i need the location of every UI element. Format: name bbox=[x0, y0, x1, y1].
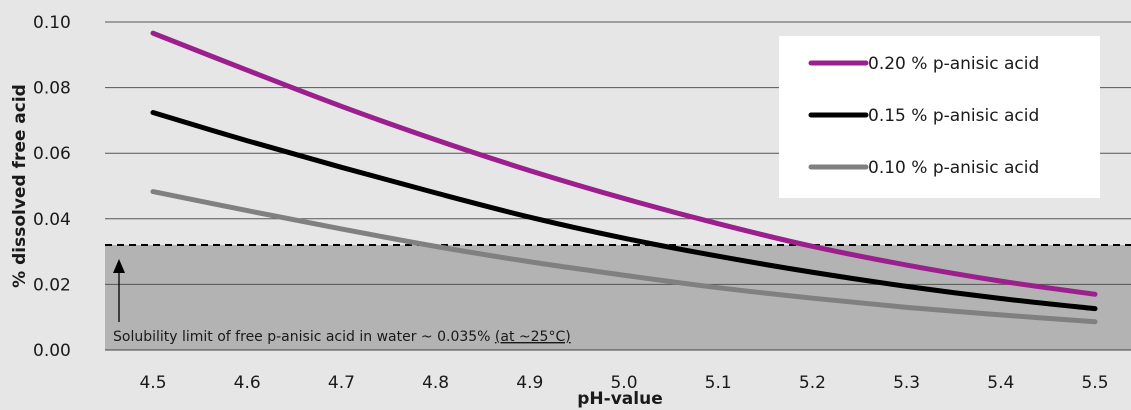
legend-label-1: 0.15 % p-anisic acid bbox=[868, 106, 1039, 126]
annotation-arrow bbox=[113, 259, 125, 322]
x-tick-label: 4.5 bbox=[139, 373, 166, 393]
y-tick-label: 0.02 bbox=[33, 275, 71, 295]
series-line-0 bbox=[150, 30, 1098, 297]
y-tick-label: 0.08 bbox=[33, 79, 71, 99]
solubility-band bbox=[105, 245, 1131, 350]
x-tick-label: 5.5 bbox=[1081, 373, 1108, 393]
x-tick-label: 4.6 bbox=[234, 373, 261, 393]
x-tick-label: 5.1 bbox=[705, 373, 732, 393]
x-tick-labels: 4.5 4.6 4.7 4.8 4.9 5.0 5.1 5.2 5.3 5.4 5.5 bbox=[139, 373, 1108, 393]
series-lines bbox=[150, 30, 1098, 325]
y-axis-title: % dissolved free acid bbox=[10, 84, 30, 288]
x-tick-label: 4.7 bbox=[328, 373, 355, 393]
x-tick-label: 5.4 bbox=[987, 373, 1014, 393]
solubility-annotation-main: Solubility limit of free p-anisic acid i… bbox=[113, 329, 495, 345]
x-tick-label: 4.8 bbox=[422, 373, 449, 393]
x-tick-label: 5.0 bbox=[610, 373, 637, 393]
y-tick-label: 0.10 bbox=[33, 13, 71, 33]
arrow-head bbox=[113, 259, 125, 273]
legend-label-0: 0.20 % p-anisic acid bbox=[868, 54, 1039, 74]
solubility-annotation: Solubility limit of free p-anisic acid i… bbox=[113, 329, 571, 345]
x-tick-label: 5.3 bbox=[893, 373, 920, 393]
x-tick-label: 4.9 bbox=[516, 373, 543, 393]
series-line-1 bbox=[150, 110, 1098, 312]
legend-label-2: 0.10 % p-anisic acid bbox=[868, 158, 1039, 178]
x-tick-label: 5.2 bbox=[799, 373, 826, 393]
y-tick-labels: 0.00 0.02 0.04 0.06 0.08 0.10 bbox=[33, 13, 71, 361]
x-axis-title: pH-value bbox=[577, 389, 662, 409]
solubility-annotation-temp: (at ~25°C) bbox=[495, 329, 571, 345]
y-tick-label: 0.06 bbox=[33, 144, 71, 164]
y-tick-label: 0.04 bbox=[33, 210, 71, 230]
y-tick-label: 0.00 bbox=[33, 341, 71, 361]
legend: 0.20 % p-anisic acid 0.15 % p-anisic acid… bbox=[779, 36, 1100, 198]
series-line-2 bbox=[150, 189, 1098, 325]
